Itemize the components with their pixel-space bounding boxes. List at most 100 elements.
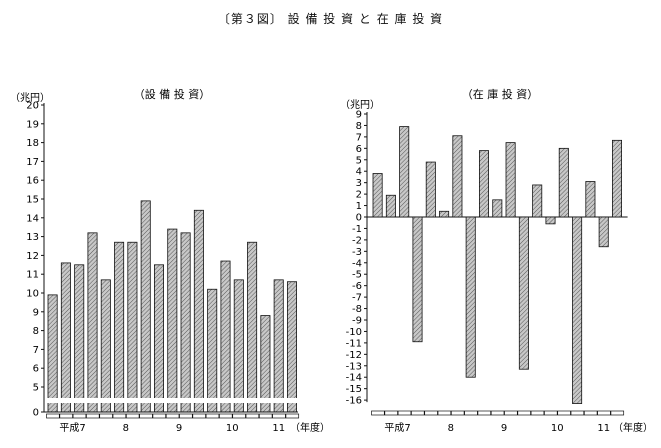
- right-quarter-box: [464, 410, 478, 416]
- right-bar: [505, 142, 516, 218]
- left-bar: [60, 262, 71, 413]
- left-bar: [100, 279, 111, 413]
- right-bar: [399, 126, 410, 218]
- inventory-investment-chart: （在 庫 投 資） （兆円） （年度） 9876543210-1-2-3-4-5…: [340, 87, 653, 434]
- right-quarter-box: [504, 410, 518, 416]
- right-quarter-box: [570, 410, 585, 416]
- right-quarter-box: [397, 410, 412, 416]
- left-y-tick-label: 13: [26, 232, 39, 243]
- left-bar: [127, 241, 138, 413]
- right-y-tick-label: -9: [352, 316, 362, 327]
- left-quarter-box: [125, 413, 140, 419]
- right-y-tick-label: -2: [352, 235, 362, 246]
- left-quarter-box: [112, 413, 127, 419]
- right-y-tick-label: 1: [356, 201, 362, 212]
- left-y-tick-label: 7: [33, 345, 39, 356]
- right-bar: [425, 161, 436, 218]
- right-bar: [478, 150, 489, 218]
- left-bar: [247, 241, 258, 413]
- left-bar: [233, 279, 244, 413]
- left-x-group-label: 10: [226, 423, 239, 434]
- left-y-tick-label: 12: [26, 251, 39, 262]
- left-quarter-box: [139, 413, 153, 419]
- left-y-tick-label: 16: [26, 176, 39, 187]
- left-y-tick-label: 5: [33, 383, 39, 394]
- left-quarter-box: [59, 413, 73, 419]
- right-quarter-box: [477, 410, 492, 416]
- right-quarter-box: [384, 410, 398, 416]
- right-y-tick-label: -13: [346, 361, 362, 372]
- right-y-tick-label: -15: [346, 384, 362, 395]
- right-bars: [372, 126, 623, 404]
- right-x-group-label: 11: [597, 423, 610, 434]
- right-quarter-boxes: [371, 410, 625, 416]
- right-bar: [439, 210, 450, 218]
- right-quarter-box: [544, 410, 558, 416]
- right-chart-title: （在 庫 投 資）: [462, 87, 539, 101]
- left-bar: [193, 209, 204, 413]
- right-x-group-label: 平成7: [384, 422, 410, 434]
- right-y-tick-label: -5: [352, 270, 362, 281]
- left-bar: [273, 279, 284, 413]
- left-bar: [167, 228, 178, 413]
- left-bar: [220, 260, 231, 413]
- left-y-tick-label: 15: [26, 195, 39, 206]
- left-quarter-boxes: [46, 413, 300, 419]
- right-y-tick-label: 4: [356, 167, 362, 178]
- right-y-unit-label: （兆円）: [340, 99, 380, 111]
- figure-title: 〔第３図〕 設 備 投 資 と 在 庫 投 資: [217, 12, 444, 26]
- right-quarter-box: [557, 410, 571, 416]
- right-bar: [452, 135, 463, 218]
- left-quarter-box: [232, 413, 246, 419]
- left-y-unit-label: （兆円）: [10, 92, 50, 104]
- left-y-tick-label: 19: [26, 119, 39, 130]
- left-y-tick-label: 17: [26, 157, 39, 168]
- right-quarter-box: [424, 410, 438, 416]
- left-axis-break: [45, 398, 299, 403]
- left-bar: [153, 264, 164, 413]
- capital-investment-chart: （設 備 投 資） （兆円） （年度） 0 5 6 7 8 9 10 11 12 13 14 15 16…: [10, 87, 330, 434]
- left-x-group-label: 8: [123, 423, 129, 434]
- right-y-tick-label: -8: [352, 304, 362, 315]
- left-bar: [114, 241, 125, 413]
- left-bar: [47, 294, 58, 413]
- left-bar: [207, 288, 218, 413]
- left-y-tick-label: 0: [33, 408, 39, 419]
- right-y-tick-label: 0: [356, 213, 362, 224]
- right-bar: [585, 181, 596, 218]
- left-bar: [286, 281, 297, 413]
- left-quarter-box: [192, 413, 206, 419]
- left-quarter-box: [245, 413, 260, 419]
- left-bars: [47, 200, 297, 413]
- right-x-group-label: 9: [501, 423, 507, 434]
- right-bar: [558, 147, 569, 218]
- left-quarter-box: [165, 413, 180, 419]
- right-bar: [612, 139, 623, 218]
- left-quarter-box: [152, 413, 167, 419]
- left-y-tick-label: 20: [26, 101, 39, 112]
- right-y-tick-label: -10: [346, 327, 362, 338]
- right-y-tick-label: -12: [346, 350, 362, 361]
- left-bar: [260, 315, 271, 413]
- left-quarter-box: [179, 413, 193, 419]
- right-y-tick-label: -3: [352, 247, 362, 258]
- right-x-unit-label: （年度）: [613, 421, 653, 434]
- right-y-tick-label: -6: [352, 281, 362, 292]
- left-y-tick-label: 18: [26, 138, 39, 149]
- right-quarter-box: [610, 410, 625, 416]
- right-y-tick-label: -16: [346, 396, 362, 407]
- right-y-tick-label: 9: [356, 110, 362, 121]
- right-bar: [518, 216, 529, 370]
- right-quarter-box: [530, 410, 545, 416]
- left-y-tick-label: 6: [33, 364, 39, 375]
- left-y-tick-label: 9: [33, 307, 39, 318]
- right-quarter-box: [371, 410, 385, 416]
- right-y-tick-label: 7: [356, 132, 362, 143]
- right-quarter-box: [597, 410, 611, 416]
- right-y-tick-label: -4: [352, 258, 362, 269]
- left-y-tick-label: 11: [26, 270, 39, 281]
- left-quarter-box: [258, 413, 273, 419]
- right-y-tick-label: -7: [352, 293, 362, 304]
- right-quarter-box: [490, 410, 505, 416]
